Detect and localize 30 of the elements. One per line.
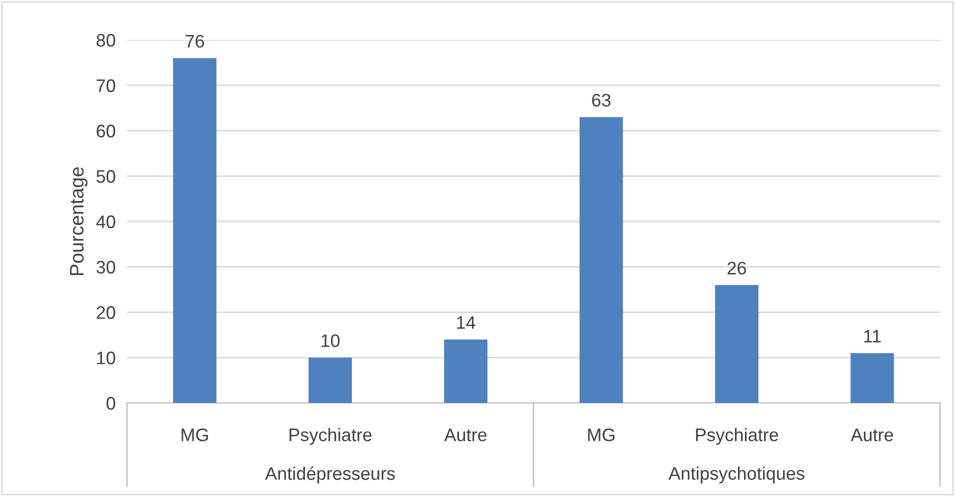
x-tick-label: MG [588,428,614,442]
x-tick-label: Autre [850,428,894,442]
y-tick-label: 80 [96,34,116,47]
data-label: 10 [322,334,340,348]
x-tick-label: Psychiatre [696,428,778,445]
bar [308,358,352,403]
bar [173,58,216,403]
y-tick-label: 50 [96,170,116,183]
y-axis-title: Pourcentage [70,167,88,276]
bar [580,117,623,403]
y-tick-label: 10 [97,352,116,364]
bar [444,339,488,403]
bar [850,353,894,403]
data-label: 76 [186,34,204,48]
data-label: 63 [592,94,610,107]
data-label: 26 [728,262,746,275]
y-tick-label: 30 [96,260,116,274]
data-label: 11 [864,330,881,342]
y-tick-label: 40 [96,215,116,228]
y-tick-label: 70 [96,79,116,92]
y-tick-label: 60 [96,124,116,138]
text: Antidépresseurs [265,466,395,484]
y-tick-label: 20 [96,306,116,319]
data-label: 14 [457,316,476,329]
y-tick-label: 0 [106,396,116,410]
bar [715,285,758,403]
x-tick-label: Autre [444,428,487,442]
x-tick-label: MG [182,428,208,442]
x-tick-label: Psychiatre [290,428,372,445]
text: Antipsychotiques [668,466,804,484]
